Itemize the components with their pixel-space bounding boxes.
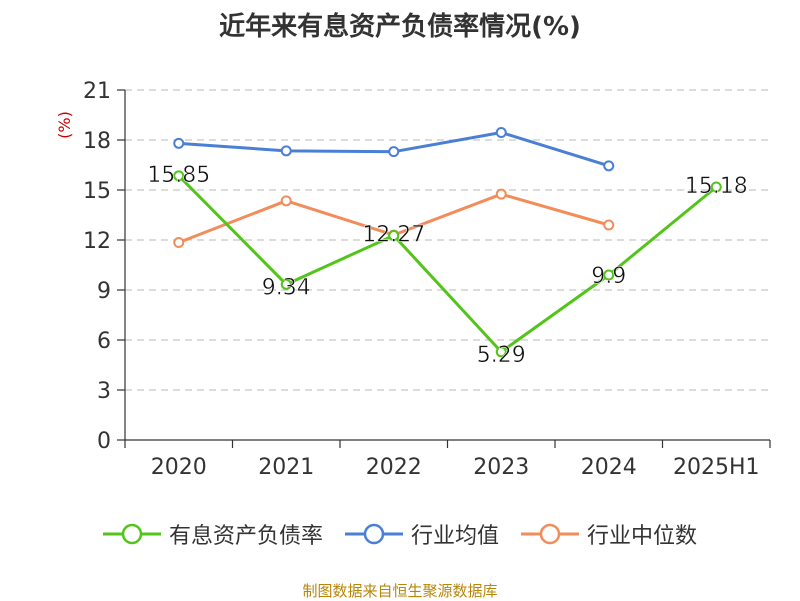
data-point [280, 145, 292, 157]
legend-label: 有息资产负债率 [168, 524, 323, 549]
data-point [495, 127, 507, 138]
data-point [388, 230, 400, 241]
chart-title: 近年来有息资产负债率情况(%) [219, 12, 581, 42]
legend-label: 行业均值 [410, 524, 499, 549]
y-tick-label: 15 [83, 179, 111, 204]
data-label: 9.34 [262, 275, 311, 300]
x-tick-label: 2020 [151, 455, 207, 480]
chart-legend: 有息资产负债率 行业均值 行业中位数 [0, 518, 800, 550]
legend-label: 行业中位数 [587, 524, 698, 549]
data-label: 15.18 [685, 174, 748, 199]
data-point [173, 237, 185, 248]
data-point [603, 219, 615, 231]
data-label: 15.85 [147, 163, 210, 188]
data-label: 9.9 [591, 264, 626, 289]
legend-item[interactable]: 有息资产负债率 [102, 518, 323, 550]
data-label: 12.27 [362, 223, 425, 248]
data-point [603, 160, 615, 172]
line-chart: 0 3 6 9 12 15 18 21 2020 2021 2022 2023 2024 2025H1 (%… [55, 79, 771, 480]
data-point [280, 278, 292, 290]
x-tick-label: 2023 [473, 455, 529, 480]
x-tick-label: 2021 [258, 455, 314, 480]
legend-line-marker-icon [102, 523, 161, 545]
y-tick-label: 3 [97, 379, 111, 404]
data-point [388, 146, 400, 158]
x-tick-label: 2025H1 [673, 455, 760, 480]
legend-line-marker-icon [521, 523, 579, 545]
x-tick-label: 2024 [581, 455, 637, 480]
data-point [173, 137, 185, 149]
y-axis-label: (%) [55, 111, 74, 139]
data-label: 5.29 [477, 343, 526, 368]
data-point [603, 269, 615, 281]
y-tick-label: 12 [83, 229, 111, 254]
legend-line-marker-icon [344, 523, 403, 545]
legend-item[interactable]: 行业中位数 [521, 518, 697, 550]
x-tick-label: 2022 [366, 455, 422, 480]
y-tick-label: 6 [97, 329, 111, 354]
data-point [495, 188, 507, 200]
data-source-note: 制图数据来自恒生聚源数据库 [302, 582, 498, 600]
data-point [710, 181, 722, 193]
data-point [495, 346, 507, 358]
legend-item[interactable]: 行业均值 [344, 518, 499, 550]
y-tick-label: 9 [97, 279, 111, 304]
y-tick-label: 18 [83, 129, 111, 154]
data-point [280, 195, 292, 207]
y-tick-label: 0 [97, 429, 111, 454]
data-point [173, 170, 185, 182]
series-line [177, 174, 718, 354]
y-tick-label: 21 [83, 79, 111, 104]
